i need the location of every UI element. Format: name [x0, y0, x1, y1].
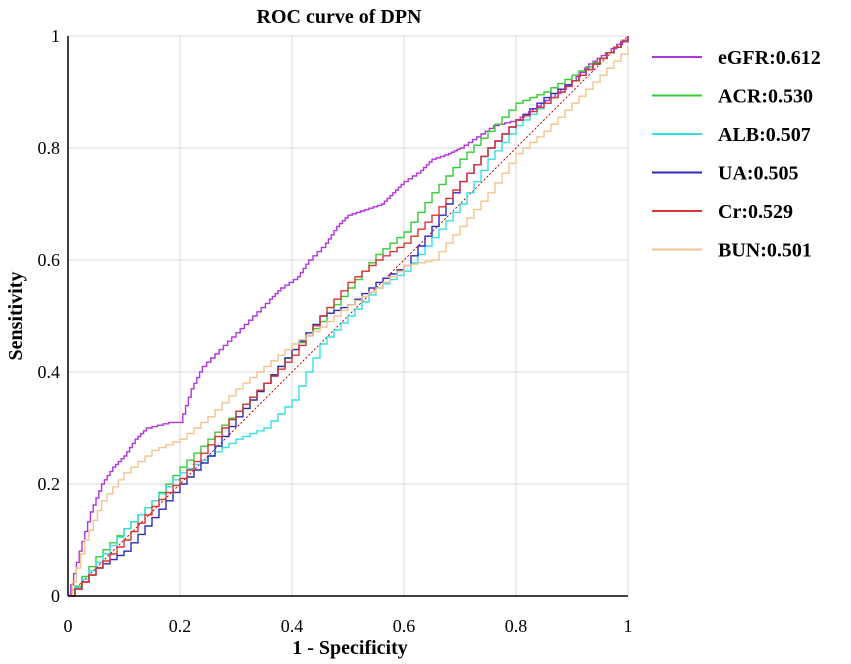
- x-tick-label: 0.4: [281, 616, 304, 636]
- legend-label-egfr: eGFR:0.612: [718, 47, 821, 69]
- series-line-alb: [68, 36, 629, 597]
- series-line-bun: [68, 47, 629, 597]
- y-tick-label: 1: [51, 26, 60, 46]
- y-tick-label: 0.4: [38, 362, 61, 382]
- y-axis-label: Sensitivity: [5, 272, 27, 361]
- y-tick-label: 0: [51, 586, 60, 606]
- axes: 0 0.2 0.4 0.6 0.8 1 0 0.2 0.4 0.6 0.8 1: [38, 26, 633, 636]
- legend-label-ua: UA:0.505: [718, 163, 799, 185]
- legend-label-acr: ACR:0.530: [718, 86, 813, 108]
- y-tick-label: 0.2: [38, 474, 61, 494]
- legend-label-alb: ALB:0.507: [718, 124, 811, 146]
- x-tick-label: 0.8: [505, 616, 528, 636]
- x-tick-label: 1: [624, 616, 633, 636]
- series-line-cr: [68, 36, 629, 597]
- x-tick-label: 0.2: [169, 616, 192, 636]
- x-axis-label: 1 - Specificity: [292, 637, 408, 659]
- series-line-egfr: [68, 36, 629, 597]
- x-tick-label: 0.6: [393, 616, 416, 636]
- y-tick-label: 0.6: [38, 250, 61, 270]
- chart-title: ROC curve of DPN: [257, 6, 423, 28]
- y-tick-label: 0.8: [38, 138, 61, 158]
- series-layer: [67, 35, 629, 597]
- legend: eGFR:0.612 ACR:0.530 ALB:0.507 UA:0.505 Cr:0…: [652, 47, 821, 262]
- x-tick-label: 0: [64, 616, 73, 636]
- legend-label-bun: BUN:0.501: [718, 240, 812, 262]
- legend-label-cr: Cr:0.529: [718, 201, 793, 223]
